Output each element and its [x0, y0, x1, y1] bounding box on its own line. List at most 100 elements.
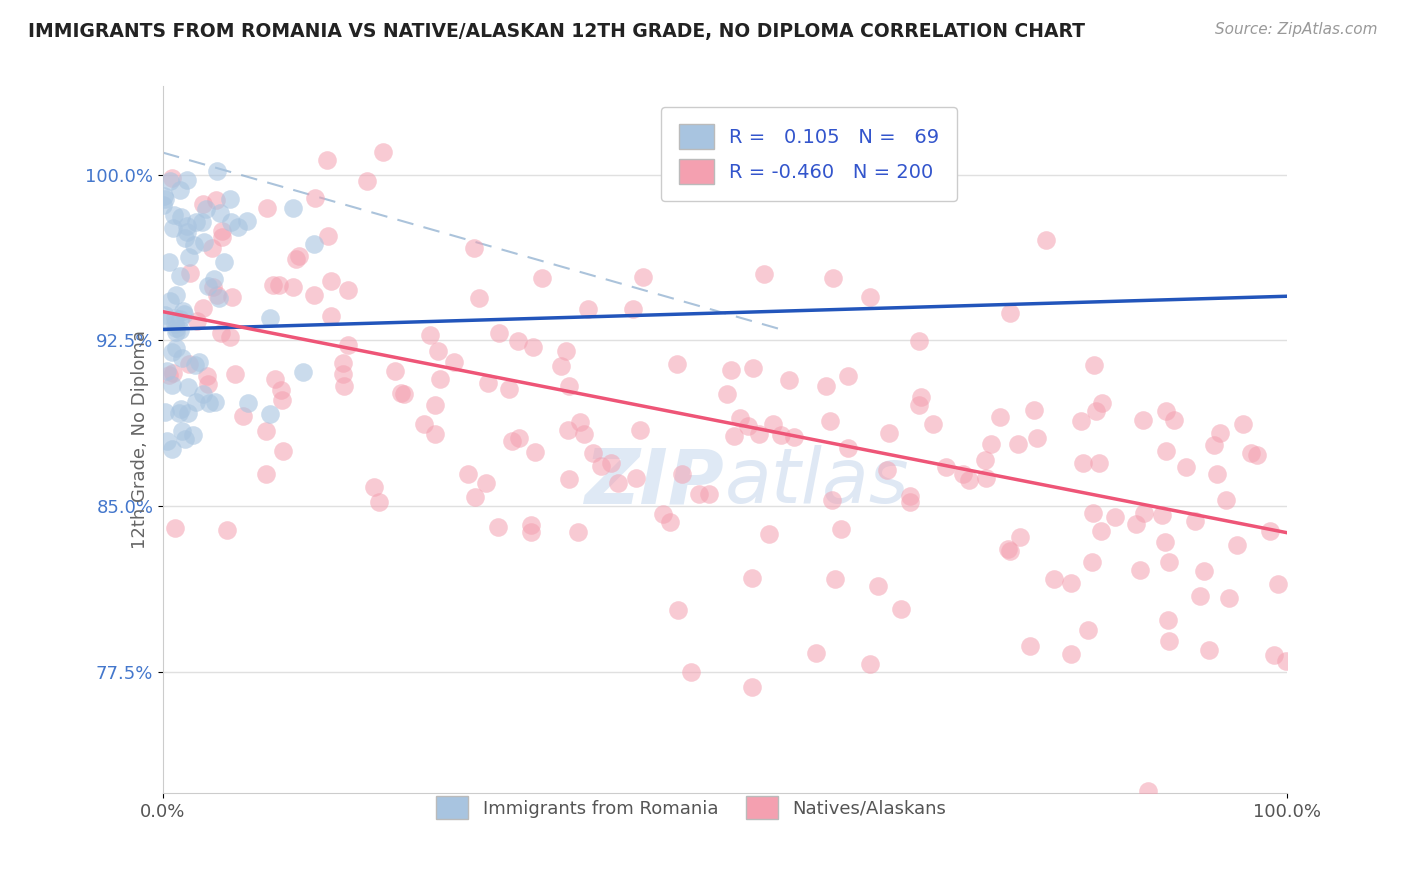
Point	[1154, 534, 1177, 549]
Point	[997, 541, 1019, 556]
Point	[508, 431, 530, 445]
Point	[1000, 544, 1022, 558]
Point	[530, 270, 553, 285]
Point	[582, 446, 605, 460]
Point	[998, 306, 1021, 320]
Point	[1129, 563, 1152, 577]
Point	[165, 342, 187, 356]
Point	[254, 424, 277, 438]
Point	[498, 382, 520, 396]
Point	[859, 290, 882, 304]
Point	[172, 351, 194, 365]
Point	[269, 278, 291, 293]
Point	[363, 480, 385, 494]
Point	[1159, 633, 1181, 648]
Point	[1175, 460, 1198, 475]
Point	[877, 426, 900, 441]
Point	[1060, 575, 1083, 590]
Point	[1081, 507, 1104, 521]
Point	[224, 367, 246, 381]
Point	[156, 364, 179, 378]
Point	[651, 508, 673, 522]
Point	[236, 214, 259, 228]
Point	[921, 417, 943, 431]
Point	[163, 521, 186, 535]
Point	[271, 393, 294, 408]
Point	[935, 459, 957, 474]
Point	[263, 372, 285, 386]
Point	[501, 434, 523, 448]
Point	[236, 395, 259, 409]
Point	[287, 249, 309, 263]
Point	[211, 230, 233, 244]
Point	[741, 361, 763, 376]
Point	[463, 241, 485, 255]
Point	[165, 317, 187, 331]
Point	[193, 387, 215, 401]
Point	[173, 307, 195, 321]
Point	[194, 202, 217, 217]
Point	[907, 398, 929, 412]
Point	[628, 423, 651, 437]
Point	[219, 193, 242, 207]
Point	[876, 463, 898, 477]
Point	[207, 291, 229, 305]
Point	[679, 665, 702, 679]
Point	[488, 326, 510, 340]
Point	[508, 334, 530, 348]
Point	[332, 367, 354, 381]
Point	[162, 171, 184, 186]
Text: atlas: atlas	[725, 445, 910, 519]
Point	[1043, 572, 1066, 586]
Point	[952, 467, 974, 481]
Point	[191, 301, 214, 315]
Point	[1077, 623, 1099, 637]
Point	[1192, 564, 1215, 578]
Point	[716, 387, 738, 401]
Point	[165, 310, 187, 325]
Point	[762, 417, 785, 432]
Point	[1246, 448, 1268, 462]
Point	[576, 301, 599, 316]
Point	[1215, 493, 1237, 508]
Point	[316, 228, 339, 243]
Point	[262, 277, 284, 292]
Point	[443, 355, 465, 369]
Point	[256, 201, 278, 215]
Point	[172, 304, 194, 318]
Point	[720, 363, 742, 377]
Point	[356, 174, 378, 188]
Point	[152, 198, 174, 212]
Point	[219, 329, 242, 343]
Point	[186, 314, 208, 328]
Point	[205, 194, 228, 208]
Point	[830, 522, 852, 536]
Point	[413, 417, 436, 431]
Point	[520, 517, 543, 532]
Point	[1198, 643, 1220, 657]
Point	[197, 278, 219, 293]
Point	[821, 271, 844, 285]
Point	[368, 494, 391, 508]
Point	[1232, 417, 1254, 431]
Point	[883, 183, 905, 197]
Point	[167, 406, 190, 420]
Point	[988, 410, 1011, 425]
Point	[1202, 438, 1225, 452]
Point	[1090, 524, 1112, 538]
Point	[174, 432, 197, 446]
Point	[468, 292, 491, 306]
Point	[824, 573, 846, 587]
Point	[1132, 413, 1154, 427]
Point	[572, 427, 595, 442]
Point	[1258, 524, 1281, 538]
Point	[821, 492, 844, 507]
Point	[524, 445, 547, 459]
Point	[1091, 396, 1114, 410]
Point	[159, 174, 181, 188]
Point	[170, 401, 193, 416]
Point	[319, 309, 342, 323]
Point	[271, 444, 294, 458]
Point	[159, 254, 181, 268]
Point	[600, 456, 623, 470]
